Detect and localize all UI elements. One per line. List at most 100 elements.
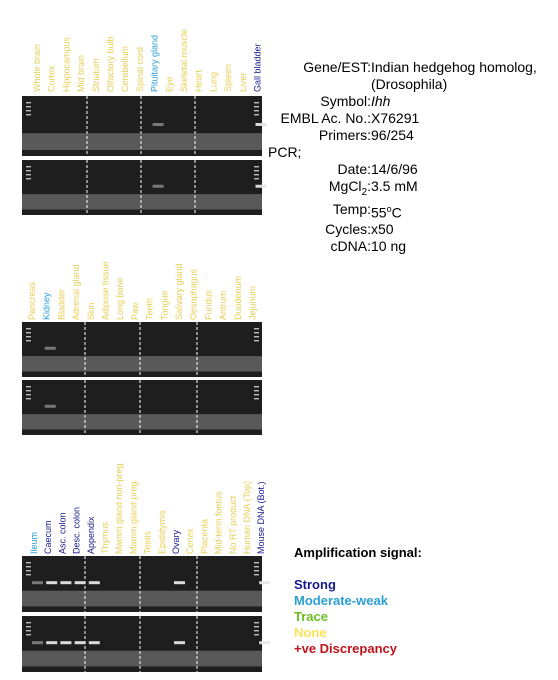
primer-band — [22, 194, 262, 210]
ladder-mark — [254, 102, 259, 104]
ladder-mark — [26, 394, 31, 396]
lane-label: Hippocampus — [61, 36, 71, 92]
pcr-key: cDNA: — [330, 238, 371, 255]
lane-label: Kidney — [42, 292, 52, 320]
pcr-row: Date: 14/6/96 — [268, 161, 556, 178]
ladder-mark — [26, 562, 31, 564]
ladder-mark — [254, 114, 259, 116]
ladder-mark — [26, 570, 31, 572]
pcr-band — [32, 581, 43, 585]
pcr-band — [44, 346, 56, 350]
lane-label: Cortex — [47, 65, 57, 92]
gel-panel — [22, 322, 262, 377]
pcr-band — [255, 184, 267, 188]
lane-label: Thymus — [100, 521, 110, 554]
amplification-legend: Amplification signal: Strong Moderate-wea… — [294, 545, 434, 657]
pcr-row: cDNA: 10 ng — [268, 238, 556, 255]
lane-label: Lung — [208, 72, 218, 92]
info-row: Symbol: Ihh — [268, 93, 556, 110]
info-key: Gene/EST: — [303, 59, 371, 75]
primer-band — [22, 414, 262, 430]
pcr-value: 10 ng — [371, 238, 407, 255]
gel-panel — [22, 96, 267, 156]
pcr-band — [46, 641, 58, 645]
lane-label: Bladder — [56, 289, 66, 320]
pcr-band — [152, 184, 164, 188]
info-key: Primers: — [318, 127, 371, 143]
lane-label: Striatum — [91, 58, 101, 92]
ladder-mark — [254, 622, 259, 624]
ladder-mark — [254, 626, 259, 628]
lane-label: Skin — [86, 302, 96, 320]
info-value: Ihh — [371, 93, 391, 109]
gel-figure: Whole brain Cortex Hippocampus Mid brain Str… — [22, 29, 270, 672]
ladder-mark — [26, 340, 31, 342]
lane-label: Duodenum — [233, 276, 243, 320]
lane-label: Mouse DNA (Bot.) — [256, 481, 266, 554]
ladder-mark — [254, 106, 259, 108]
info-value: 96/254 — [371, 127, 414, 143]
lane-label: Spleen — [223, 64, 233, 92]
info-key: EMBL Ac. No.: — [280, 110, 371, 126]
ladder-mark — [26, 626, 31, 628]
gel-panel — [22, 556, 270, 612]
pcr-band — [174, 581, 185, 585]
ladder-mark — [254, 630, 259, 632]
info-row: EMBL Ac. No.: X76291 — [268, 110, 556, 127]
lane-label: No RT product — [228, 495, 238, 554]
lane-label: Olfactory bulb — [106, 36, 116, 92]
ladder-mark — [254, 170, 259, 172]
legend-item-ve-discrepancy: +ve Discrepancy — [294, 641, 397, 656]
pcr-label: PCR; — [268, 144, 302, 160]
info-value: Indian hedgehog homolog, (Drosophila) — [371, 59, 537, 92]
pcr-value: 14/6/96 — [371, 161, 418, 177]
ladder-mark — [254, 386, 259, 388]
lane-label: Spinal cord — [135, 47, 145, 92]
lane-label: Fundus — [203, 289, 213, 320]
lane-label: Long bone — [115, 277, 125, 320]
lane-label: Liver — [238, 72, 248, 92]
ladder-mark — [254, 566, 259, 568]
pcr-band — [32, 641, 43, 645]
ladder-mark — [254, 634, 259, 636]
lane-label: Adrenal gland — [71, 264, 81, 320]
lane-label: Mamm.gland preg. — [128, 479, 138, 554]
lane-label: Human DNA (Top) — [242, 481, 252, 554]
legend-item-strong: Strong — [294, 577, 336, 592]
pcr-key: Cycles: — [325, 221, 371, 238]
lane-label: Oesophagus — [189, 268, 199, 320]
pcr-key: Date: — [337, 161, 371, 177]
lane-label: Salivary gland — [174, 263, 184, 320]
ladder-mark — [26, 630, 31, 632]
ladder-mark — [254, 340, 259, 342]
lane-label: Whole brain — [32, 44, 42, 92]
lane-label: Eye — [164, 76, 174, 92]
pcr-band — [88, 581, 100, 585]
ladder-mark — [254, 570, 259, 572]
lane-label: Pancreas — [27, 281, 37, 320]
lane-label: Testis — [143, 530, 153, 554]
lane-label: Pituitary gland — [150, 35, 160, 92]
pcr-band — [255, 123, 267, 126]
pcr-band — [88, 641, 100, 645]
ladder-mark — [26, 634, 31, 636]
lane-label: Desc. colon — [72, 507, 82, 554]
primer-band — [22, 356, 262, 372]
pcr-row: Temp: 55oC — [268, 201, 556, 222]
lane-label: Asc. colon — [57, 512, 67, 554]
ladder-mark — [26, 336, 31, 338]
pcr-band — [60, 641, 72, 645]
ladder-mark — [26, 110, 31, 112]
pcr-band — [259, 641, 270, 645]
info-value: X76291 — [371, 110, 420, 126]
legend-item-trace: Trace — [294, 609, 328, 624]
pcr-key: Temp: — [332, 200, 371, 217]
ladder-mark — [254, 332, 259, 334]
ladder-mark — [254, 398, 259, 400]
lane-label: Antrum — [218, 291, 228, 320]
lane-label: Jejunum — [248, 286, 258, 320]
ladder-mark — [26, 398, 31, 400]
ladder-mark — [254, 178, 259, 180]
ladder-mark — [254, 336, 259, 338]
pcr-band — [44, 404, 56, 408]
